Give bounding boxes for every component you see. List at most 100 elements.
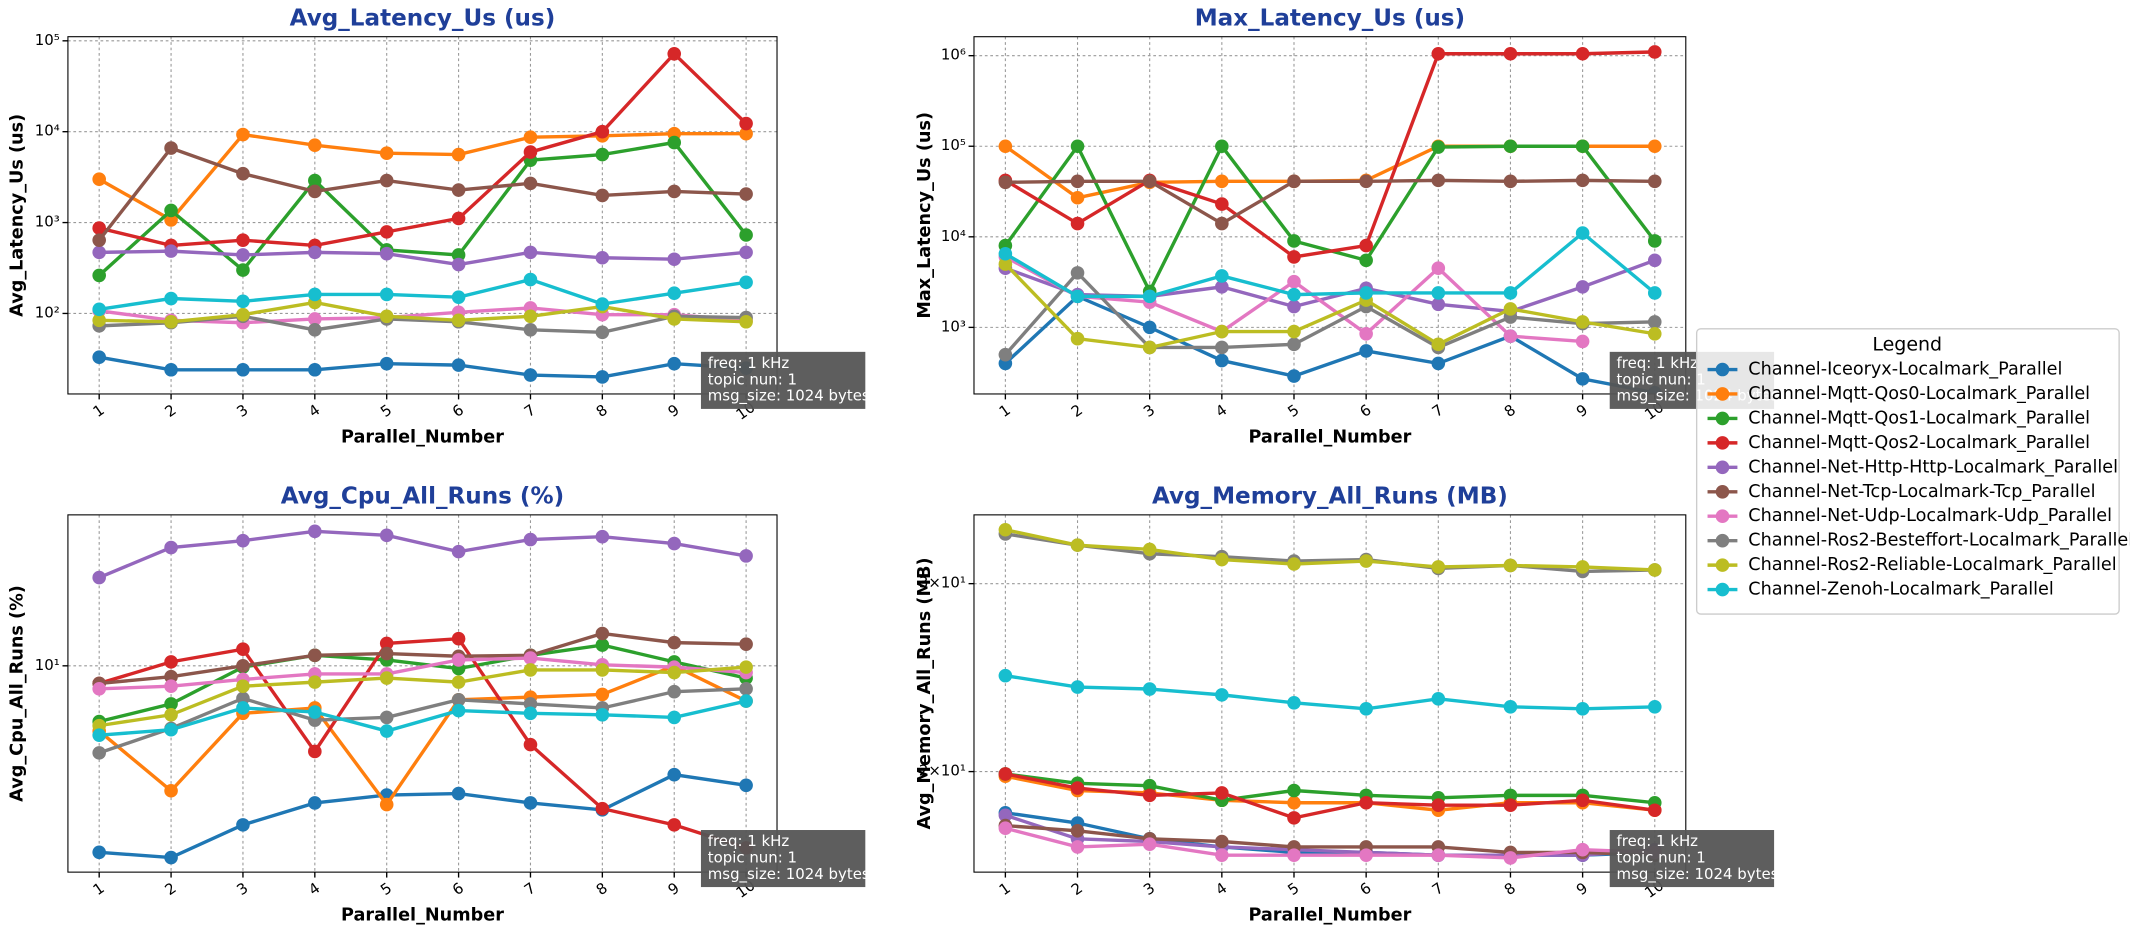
marker	[164, 722, 178, 737]
subplot: Avg_Latency_Us (us) Parallel_Number Avg_La…	[8, 6, 870, 448]
marker	[739, 126, 753, 141]
marker	[1287, 324, 1301, 339]
marker	[739, 187, 753, 201]
marker	[92, 221, 106, 235]
annotation-text: topic nun: 1	[708, 849, 797, 867]
marker	[164, 203, 178, 218]
marker	[1575, 173, 1590, 188]
marker	[1215, 174, 1229, 189]
marker	[164, 314, 178, 329]
plot-frame	[67, 36, 778, 395]
marker	[1647, 315, 1662, 329]
marker	[1575, 842, 1590, 857]
series-line	[98, 306, 747, 325]
annotation-text: topic nun: 1	[1617, 849, 1706, 867]
marker	[595, 687, 610, 702]
marker	[739, 314, 753, 329]
marker	[1575, 280, 1590, 294]
marker	[1287, 299, 1301, 314]
series-line	[98, 132, 747, 223]
marker	[667, 635, 682, 650]
series-line	[99, 300, 747, 324]
marker	[667, 665, 682, 680]
marker	[379, 309, 394, 324]
marker	[739, 778, 753, 793]
legend-label: Channel-Zenoh-Localmark_Parallel	[1748, 580, 2054, 600]
series-line	[1005, 673, 1655, 711]
marker	[595, 325, 610, 340]
legend-label: Channel-Ros2-Reliable-Localmark_Parallel	[1748, 555, 2116, 575]
annotation-text: topic nun: 1	[708, 370, 797, 388]
marker	[523, 323, 538, 337]
marker	[1431, 261, 1446, 276]
series-layer	[998, 45, 1662, 394]
annotation-text: freq: 1 kHz	[1617, 354, 1699, 372]
marker	[1431, 337, 1446, 352]
marker	[523, 245, 538, 260]
marker	[379, 797, 394, 812]
legend-marker	[1715, 387, 1730, 401]
marker	[308, 362, 322, 377]
marker	[451, 703, 466, 718]
legend-marker	[1715, 411, 1730, 426]
marker	[308, 287, 322, 302]
marker	[451, 183, 466, 197]
marker	[998, 347, 1013, 362]
legend-marker	[1715, 436, 1730, 450]
marker	[236, 127, 250, 142]
series-line	[1005, 528, 1655, 572]
series-line	[1004, 262, 1656, 350]
legend-marker	[1715, 509, 1730, 524]
marker	[236, 362, 250, 377]
marker	[1503, 788, 1518, 803]
series-line	[99, 631, 747, 686]
marker	[523, 130, 538, 144]
marker	[1287, 250, 1301, 264]
marker	[1503, 558, 1518, 573]
legend: Legend Channel-Iceoryx-Localmark_Parallel…	[1695, 328, 2130, 615]
marker	[1142, 289, 1157, 304]
marker	[998, 808, 1013, 823]
marker	[667, 767, 682, 782]
y-tick-label: 10⁵	[941, 136, 966, 154]
marker	[92, 245, 106, 260]
marker	[1575, 793, 1590, 808]
series-line	[99, 699, 747, 737]
series-line	[99, 249, 747, 267]
marker	[1503, 851, 1518, 865]
annotation-text: msg_size: 1024 bytes	[708, 387, 870, 405]
series-line	[98, 643, 747, 724]
marker	[523, 706, 538, 721]
marker	[523, 796, 538, 810]
marker	[92, 233, 106, 247]
series-line	[98, 529, 747, 580]
legend-label: Channel-Net-Tcp-Localmark-Tcp_Parallel	[1748, 482, 2095, 502]
marker	[1503, 798, 1518, 813]
marker	[1647, 563, 1662, 577]
marker	[595, 801, 610, 816]
annotation-text: freq: 1 kHz	[708, 832, 790, 850]
marker	[1287, 848, 1301, 862]
marker	[523, 532, 538, 547]
marker	[379, 636, 394, 651]
marker	[595, 663, 610, 677]
marker	[739, 245, 753, 260]
marker	[523, 309, 538, 324]
marker	[667, 135, 682, 150]
marker	[667, 286, 682, 300]
marker	[308, 312, 322, 326]
marker	[1503, 286, 1518, 300]
legend-marker	[1715, 558, 1730, 572]
marker	[236, 307, 250, 322]
marker	[451, 313, 466, 328]
marker	[1359, 238, 1373, 253]
marker	[236, 533, 250, 548]
series-layer	[92, 46, 753, 384]
marker	[164, 783, 178, 798]
legend-marker	[1715, 533, 1730, 548]
marker	[1359, 848, 1373, 862]
marker	[1070, 680, 1085, 694]
marker	[1575, 560, 1590, 574]
legend-marker	[1715, 362, 1730, 377]
marker	[1431, 798, 1446, 813]
